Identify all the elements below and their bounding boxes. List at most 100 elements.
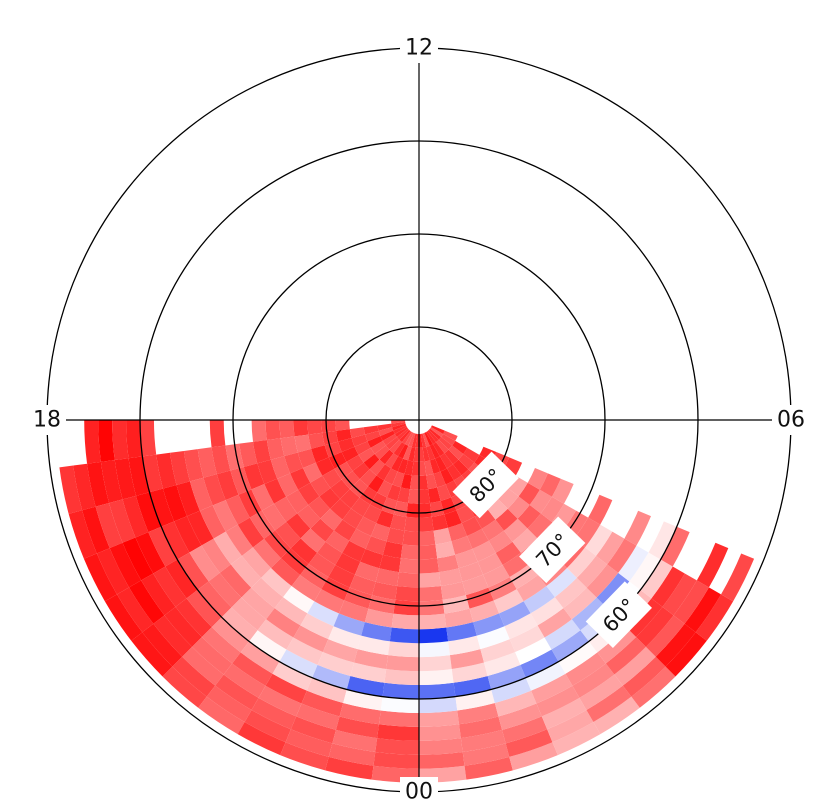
- heatmap-cell: [128, 456, 150, 496]
- heatmap-cell: [231, 597, 267, 631]
- heatmap-cell: [462, 574, 489, 596]
- heatmap-cell: [645, 615, 685, 657]
- heatmap-cell: [306, 677, 347, 703]
- heatmap-cell: [427, 429, 439, 443]
- heatmap-cell: [274, 496, 298, 522]
- heatmap-cell: [237, 517, 265, 548]
- heatmap-cell: [363, 453, 380, 470]
- heatmap-cell: [419, 489, 430, 504]
- heatmap-cell: [525, 661, 566, 691]
- heatmap-cell: [382, 433, 397, 446]
- heatmap-cell: [208, 572, 242, 608]
- heatmap-cell: [629, 552, 661, 590]
- heatmap-cell: [156, 452, 177, 489]
- heatmap-cell: [648, 521, 677, 560]
- heatmap-cell: [552, 722, 601, 756]
- heatmap-cell: [409, 475, 419, 490]
- heatmap-cell: [428, 487, 441, 503]
- heatmap-cell: [310, 518, 335, 542]
- heatmap-cell: [164, 606, 202, 647]
- heatmap-cell: [212, 500, 238, 532]
- heatmap-cell: [300, 563, 329, 590]
- heatmap-cell: [209, 420, 226, 448]
- heatmap-cell: [424, 432, 433, 446]
- heatmap-cell: [446, 622, 477, 642]
- heatmap-cell: [397, 572, 419, 588]
- heatmap-cell: [483, 564, 510, 588]
- heatmap-cell: [334, 519, 357, 541]
- mlt-label-box: [772, 405, 810, 435]
- heatmap-cell: [206, 685, 252, 723]
- heatmap-cell: [576, 555, 608, 588]
- heatmap-cell: [365, 535, 387, 555]
- heatmap-cell: [365, 430, 381, 442]
- heatmap-cell: [452, 440, 468, 454]
- heatmap-cell: [626, 598, 663, 638]
- heatmap-cell: [551, 630, 589, 662]
- heatmap-cell: [335, 716, 379, 739]
- heatmap-cell: [352, 462, 370, 480]
- heatmap-cell: [349, 479, 369, 498]
- heatmap-cell: [684, 587, 722, 633]
- heatmap-cell: [197, 447, 217, 478]
- heatmap-cell: [419, 710, 460, 727]
- heatmap-cell: [458, 561, 484, 582]
- heatmap-cell: [419, 585, 443, 602]
- heatmap-cell: [607, 538, 637, 573]
- heatmap-cell: [283, 586, 315, 614]
- heatmap-cell: [266, 608, 301, 638]
- heatmap-cell: [396, 428, 410, 440]
- heatmap-cell: [341, 446, 359, 462]
- heatmap-cell: [571, 597, 607, 631]
- heatmap-cell: [328, 564, 355, 588]
- heatmap-cell: [486, 498, 508, 520]
- heatmap-cell: [285, 729, 333, 757]
- heatmap-cell: [243, 463, 265, 490]
- heatmap-cell: [249, 510, 276, 539]
- heatmap-cell: [266, 438, 285, 460]
- heatmap-cell: [104, 594, 143, 641]
- heatmap-cell: [368, 475, 385, 493]
- heatmap-cell: [422, 446, 430, 462]
- heatmap-cell: [509, 563, 538, 590]
- heatmap-cell: [142, 623, 183, 667]
- heatmap-cell: [198, 696, 245, 735]
- heatmap-cell: [271, 558, 301, 587]
- heatmap-cell: [315, 457, 335, 476]
- heatmap-cell: [100, 460, 123, 504]
- heatmap-cell: [413, 447, 419, 462]
- heatmap-cell: [340, 489, 360, 509]
- heatmap-cell: [419, 516, 434, 532]
- heatmap-cell: [419, 558, 440, 574]
- heatmap-cell: [335, 552, 361, 575]
- heatmap-cell: [572, 663, 615, 698]
- heatmap-cell: [141, 573, 176, 616]
- heatmap-cell: [109, 499, 136, 543]
- mlt-label-box: [400, 33, 438, 63]
- heatmap-cell: [618, 545, 649, 582]
- heatmap-cell: [378, 710, 419, 727]
- heatmap-cell: [393, 425, 407, 434]
- heatmap-cell: [415, 433, 419, 448]
- heatmap-cell: [349, 574, 376, 596]
- heatmap-cell: [192, 637, 233, 675]
- heatmap-cell: [495, 541, 521, 565]
- heatmap-cell: [419, 738, 463, 755]
- heatmap-cell: [251, 577, 284, 609]
- heatmap-cell: [189, 477, 213, 511]
- heatmap-cell: [444, 449, 459, 465]
- heatmap-cell: [215, 674, 259, 710]
- heatmap-cell: [321, 420, 337, 433]
- heatmap-cell: [431, 425, 445, 434]
- heatmap-cell: [651, 566, 685, 607]
- heatmap-cell: [430, 426, 444, 437]
- heatmap-cell: [399, 429, 411, 443]
- mlt-label-06: 06: [772, 405, 810, 435]
- heatmap-cell: [241, 587, 275, 620]
- heatmap-cell: [504, 613, 538, 640]
- heatmap-cell: [426, 445, 436, 461]
- heatmap-cell: [186, 589, 222, 628]
- heatmap-cell: [721, 553, 755, 602]
- heatmap-cell: [375, 738, 419, 755]
- heatmap-cell: [59, 465, 83, 514]
